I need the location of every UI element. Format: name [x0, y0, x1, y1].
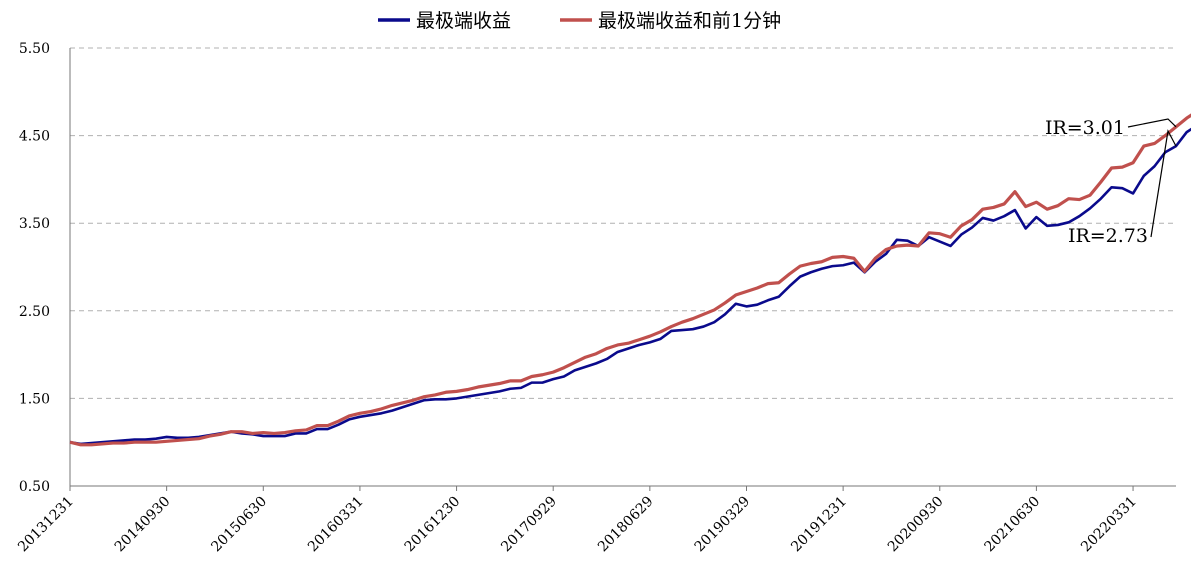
- y-tick-label: 5.50: [19, 41, 50, 57]
- series-line-2: [69, 113, 1191, 447]
- legend-label-series-2: 最极端收益和前1分钟: [598, 10, 781, 32]
- x-tick-label: 20161230: [402, 494, 464, 556]
- annotation-label: IR=3.01: [1045, 117, 1125, 139]
- series-layer: [69, 113, 1191, 447]
- y-tick-label: 3.50: [19, 216, 50, 232]
- x-tick-label: 20170929: [498, 494, 560, 556]
- legend-label-series-1: 最极端收益: [416, 10, 511, 32]
- series-line-1: [69, 127, 1191, 446]
- annotation-leader-line: [1150, 129, 1177, 238]
- annotation-label: IR=2.73: [1068, 225, 1148, 247]
- x-tick-label: 20140930: [112, 494, 174, 556]
- legend: 最极端收益 最极端收益和前1分钟: [378, 10, 781, 32]
- x-tick-label: 20190329: [692, 494, 754, 556]
- x-tick-label: 20191231: [788, 494, 850, 556]
- x-tick-label: 20160331: [305, 494, 367, 556]
- x-axis: 20131231 20140930 20150630 20160331 20161230…: [15, 485, 1176, 556]
- x-tick-label: 20200930: [885, 494, 947, 556]
- x-tick-label: 20131231: [15, 494, 77, 556]
- x-tick-label: 20150630: [208, 494, 270, 556]
- annotation-layer: IR=3.01 IR=2.73: [1045, 117, 1177, 247]
- y-tick-label: 2.50: [19, 304, 50, 320]
- x-tick-label: 20180629: [595, 494, 657, 556]
- y-axis: 0.50 1.50 2.50 3.50 4.50 5.50: [19, 41, 71, 495]
- y-tick-label: 0.50: [19, 479, 50, 495]
- annotation-leader-line: [1127, 118, 1177, 128]
- y-tick-label: 4.50: [19, 129, 50, 145]
- grid-lines: [70, 47, 1176, 487]
- y-tick-label: 1.50: [19, 391, 50, 407]
- x-tick-label: 20210630: [982, 494, 1044, 556]
- x-tick-label: 20220331: [1078, 494, 1140, 556]
